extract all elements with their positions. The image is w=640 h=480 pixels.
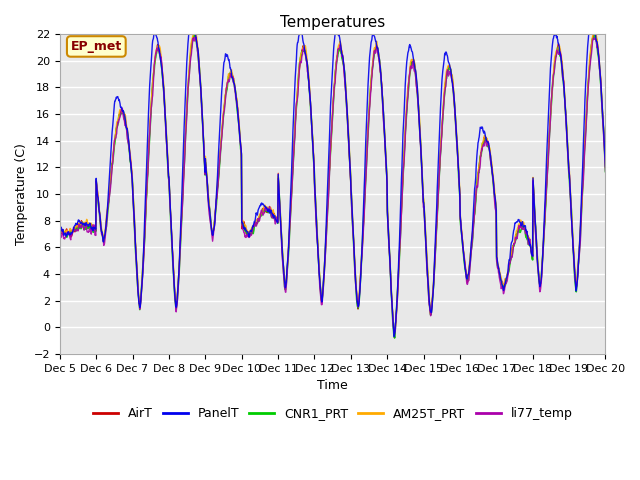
AirT xyxy=(489,174,497,180)
CNR1_PRT xyxy=(177,228,185,234)
CNR1_PRT xyxy=(591,31,598,36)
AirT xyxy=(238,224,246,229)
AirT xyxy=(391,335,399,341)
li77_temp xyxy=(418,170,426,176)
CNR1_PRT xyxy=(489,175,497,181)
CNR1_PRT xyxy=(164,162,172,168)
CNR1_PRT xyxy=(56,230,63,236)
PanelT xyxy=(56,227,63,232)
Legend: AirT, PanelT, CNR1_PRT, AM25T_PRT, li77_temp: AirT, PanelT, CNR1_PRT, AM25T_PRT, li77_… xyxy=(88,402,577,425)
li77_temp xyxy=(177,223,185,229)
AM25T_PRT xyxy=(56,224,63,229)
li77_temp xyxy=(164,161,172,167)
li77_temp xyxy=(56,233,63,239)
PanelT xyxy=(238,219,246,225)
Line: CNR1_PRT: CNR1_PRT xyxy=(60,34,605,338)
PanelT xyxy=(390,334,398,339)
PanelT xyxy=(164,159,172,165)
Line: AirT: AirT xyxy=(60,32,605,338)
Text: EP_met: EP_met xyxy=(70,40,122,53)
Line: AM25T_PRT: AM25T_PRT xyxy=(60,31,605,331)
PanelT xyxy=(602,164,609,169)
AM25T_PRT xyxy=(177,221,185,227)
Title: Temperatures: Temperatures xyxy=(280,15,385,30)
AM25T_PRT xyxy=(418,156,426,162)
CNR1_PRT xyxy=(391,335,399,341)
CNR1_PRT xyxy=(238,220,246,226)
X-axis label: Time: Time xyxy=(317,379,348,392)
AM25T_PRT xyxy=(591,28,599,34)
CNR1_PRT xyxy=(602,169,609,175)
CNR1_PRT xyxy=(418,160,426,166)
AirT xyxy=(164,161,172,167)
PanelT xyxy=(177,212,185,218)
li77_temp xyxy=(192,34,200,40)
AM25T_PRT xyxy=(489,169,497,175)
li77_temp xyxy=(538,277,545,283)
li77_temp xyxy=(239,226,246,232)
Line: li77_temp: li77_temp xyxy=(60,37,605,334)
li77_temp xyxy=(602,168,609,174)
AirT xyxy=(537,278,545,284)
Y-axis label: Temperature (C): Temperature (C) xyxy=(15,143,28,245)
AM25T_PRT xyxy=(602,165,609,170)
AirT xyxy=(418,159,426,165)
AirT xyxy=(591,29,599,35)
PanelT xyxy=(489,173,497,179)
Line: PanelT: PanelT xyxy=(60,17,605,336)
li77_temp xyxy=(490,179,497,184)
AM25T_PRT xyxy=(164,155,172,161)
PanelT xyxy=(587,14,595,20)
PanelT xyxy=(418,158,426,164)
AM25T_PRT xyxy=(390,328,398,334)
CNR1_PRT xyxy=(537,277,545,283)
AM25T_PRT xyxy=(238,217,246,223)
li77_temp xyxy=(390,331,398,337)
AirT xyxy=(56,227,63,232)
AirT xyxy=(177,227,185,232)
AirT xyxy=(602,165,609,170)
PanelT xyxy=(537,277,545,283)
AM25T_PRT xyxy=(537,277,545,283)
